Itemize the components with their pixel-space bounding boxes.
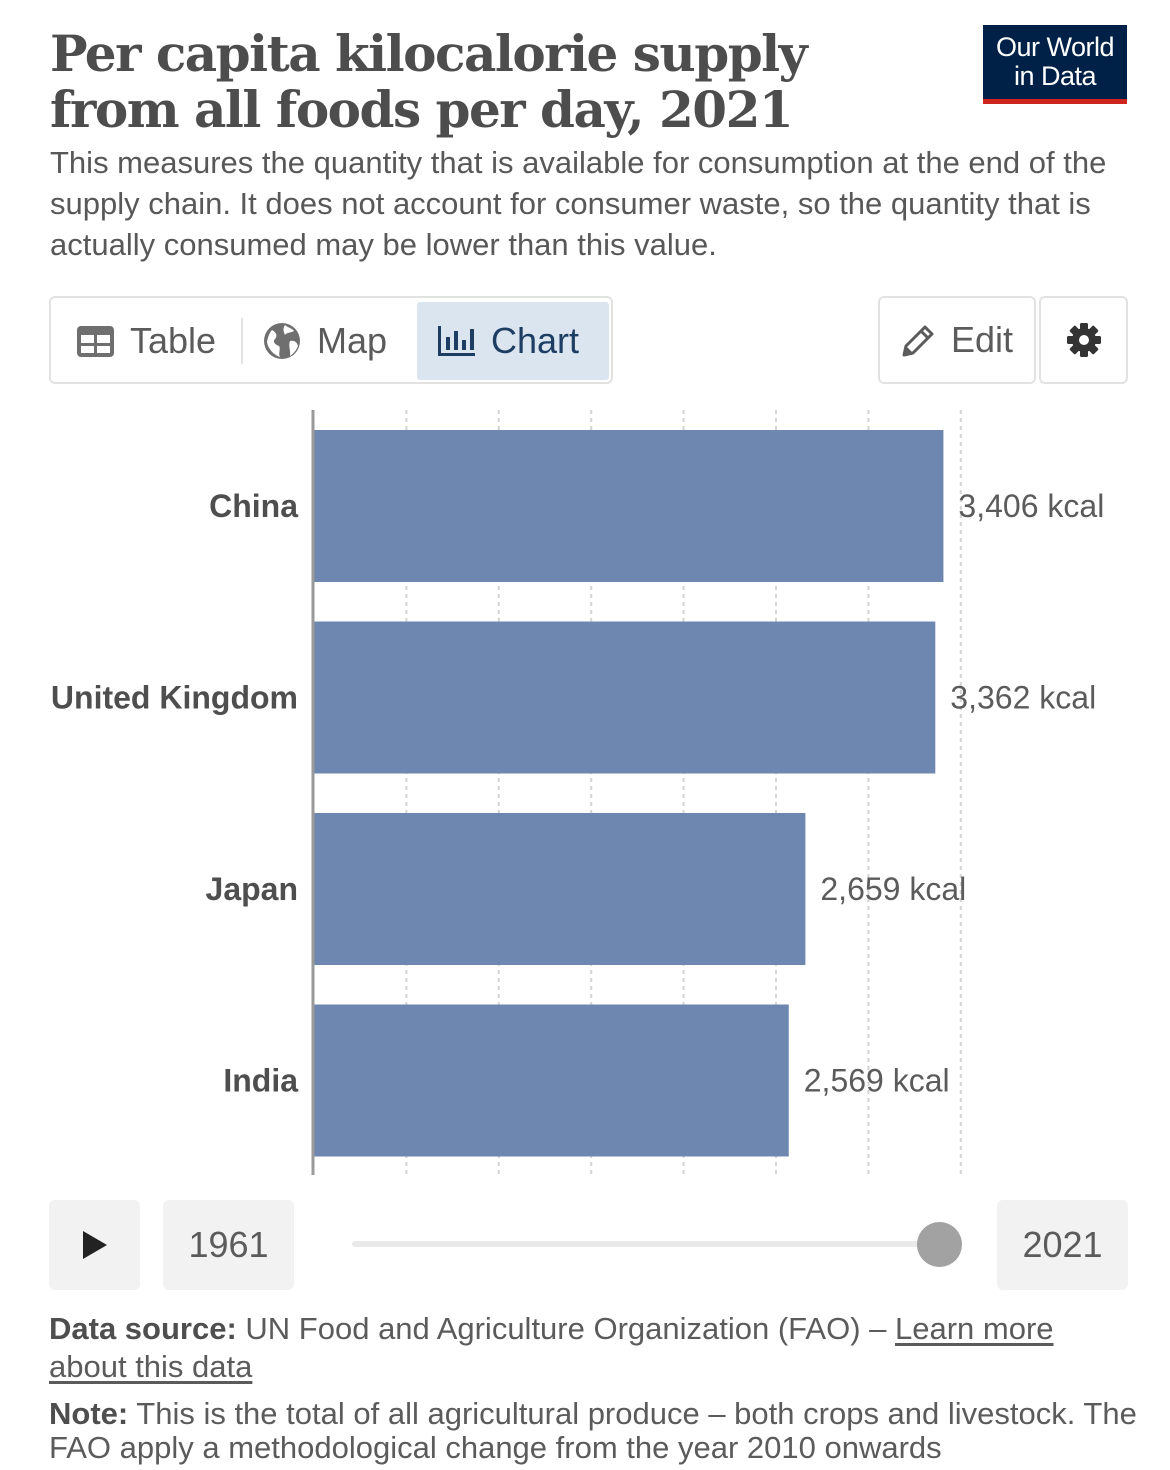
bar-india: [314, 1004, 789, 1157]
note-text: This is the total of all agricultural pr…: [49, 1396, 1137, 1465]
bar-china: [314, 430, 944, 582]
table-icon: [77, 325, 114, 357]
tab-table-label: Table: [130, 320, 217, 361]
start-year[interactable]: 1961: [163, 1200, 294, 1290]
chart-footer: Data source: UN Food and Agriculture Org…: [49, 1310, 1139, 1465]
bar-chart-icon: [438, 326, 475, 356]
data-source: Data source: UN Food and Agriculture Org…: [49, 1310, 1139, 1386]
tab-divider: [241, 318, 243, 364]
source-label: Data source:: [49, 1311, 237, 1346]
settings-button[interactable]: [1039, 296, 1128, 384]
category-label: China: [209, 488, 298, 524]
value-label: 2,659 kcal: [820, 871, 966, 907]
tab-chart[interactable]: Chart: [417, 302, 609, 380]
tab-table[interactable]: Table: [77, 302, 216, 380]
timeline-track[interactable]: [352, 1241, 940, 1247]
value-label: 3,362 kcal: [950, 680, 1096, 716]
end-year[interactable]: 2021: [997, 1200, 1128, 1290]
globe-icon: [264, 323, 300, 359]
edit-label: Edit: [950, 319, 1014, 360]
bar-united-kingdom: [314, 621, 936, 774]
category-label: Japan: [206, 871, 298, 907]
logo-line-2: in Data: [1013, 61, 1097, 91]
chart-note: Note: This is the total of all agricultu…: [49, 1397, 1139, 1465]
tab-map[interactable]: Map: [263, 302, 387, 380]
note-label: Note:: [49, 1396, 129, 1431]
learn-more-link[interactable]: Learn more about this data: [49, 1311, 1054, 1384]
category-label: India: [223, 1063, 298, 1099]
timeline-handle[interactable]: [917, 1222, 962, 1267]
tab-map-label: Map: [317, 320, 388, 361]
view-tabs: Table Map Chart: [49, 296, 613, 384]
value-label: 2,569 kcal: [804, 1063, 950, 1099]
tab-chart-label: Chart: [491, 320, 580, 361]
value-label: 3,406 kcal: [958, 488, 1104, 524]
edit-button[interactable]: Edit: [878, 296, 1036, 384]
bar-chart: China 3,406 kcal United Kingdom 3,362 kcal J…: [51, 410, 1104, 1175]
bar-japan: [314, 813, 806, 965]
play-button[interactable]: [49, 1200, 140, 1290]
gear-icon: [1066, 323, 1101, 357]
chart-subtitle: This measures the quantity that is avail…: [50, 145, 1107, 262]
owid-logo[interactable]: Our World in Data: [983, 25, 1127, 104]
play-icon: [82, 1231, 107, 1259]
category-label: United Kingdom: [51, 680, 298, 716]
timeline-controls: 1961 2021: [0, 1198, 1170, 1292]
pencil-icon: [902, 325, 934, 357]
source-text: UN Food and Agriculture Organization (FA…: [236, 1311, 895, 1346]
chart-title: Per capita kilocalorie supply from all f…: [50, 24, 808, 139]
logo-line-1: Our World: [995, 32, 1115, 62]
